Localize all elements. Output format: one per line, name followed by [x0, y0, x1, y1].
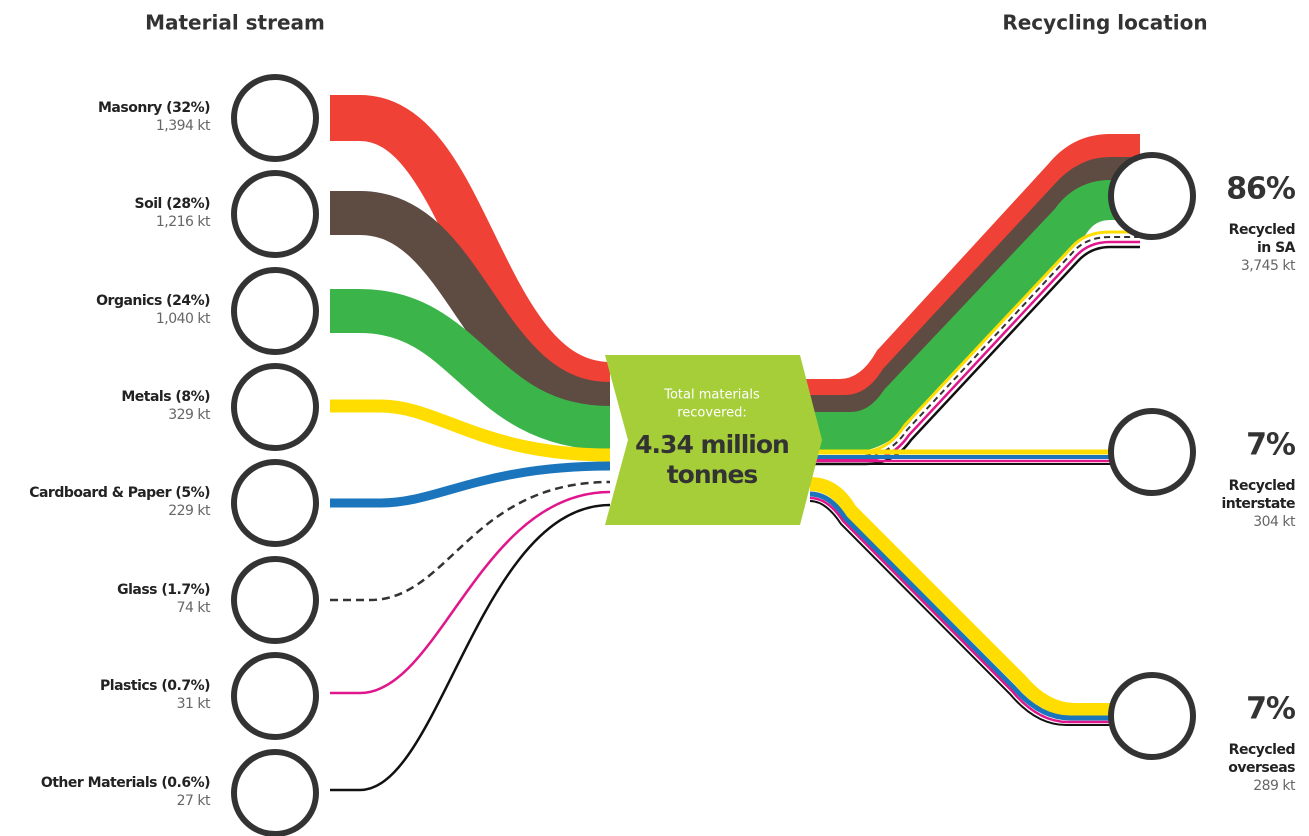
source-icon [231, 652, 319, 740]
center-line4: tonnes [667, 460, 758, 489]
flow-glass [330, 480, 611, 602]
flow-organics [330, 289, 611, 450]
center-line1: Total materials [663, 388, 760, 403]
destination-line2: interstate [1221, 496, 1295, 512]
center-line2: recovered: [677, 406, 747, 421]
source-amount: 329 kt [168, 407, 211, 423]
destination-amount: 289 kt [1253, 778, 1296, 794]
flow-sa-masonry [800, 134, 1140, 411]
destination-line1: Recycled [1229, 478, 1295, 494]
source-label: Soil (28%) [135, 196, 211, 212]
source-amount: 74 kt [177, 600, 211, 616]
flow-other [330, 503, 611, 792]
source-label: Plastics (0.7%) [100, 678, 210, 694]
destination-amount: 3,745 kt [1241, 258, 1296, 274]
destination-percent: 86% [1226, 172, 1296, 207]
destination-amount: 304 kt [1253, 514, 1296, 530]
destination-line1: Recycled [1229, 222, 1295, 238]
destination-percent: 7% [1246, 692, 1296, 727]
source-label: Organics (24%) [96, 293, 210, 309]
source-amount: 1,216 kt [156, 214, 211, 230]
destination-percent: 7% [1246, 428, 1296, 463]
source-icon [231, 74, 319, 162]
flow-cardboard [330, 461, 611, 508]
source-icon [231, 459, 319, 547]
flow-metals [330, 399, 611, 462]
source-amount: 1,040 kt [156, 311, 211, 327]
destination-icon [1108, 672, 1196, 760]
flow-sa-soil [800, 157, 1140, 425]
left-header: Material stream [145, 11, 325, 35]
source-amount: 229 kt [168, 503, 211, 519]
source-amount: 31 kt [177, 696, 211, 712]
flow-sa-other [815, 245, 1140, 466]
flow-soil [330, 191, 612, 426]
center-box [605, 355, 822, 525]
source-icon [231, 749, 319, 836]
center-line3: 4.34 million [635, 430, 789, 459]
source-label: Metals (8%) [121, 389, 210, 405]
destination-line2: in SA [1257, 240, 1296, 256]
flow-os-other [809, 500, 1110, 726]
destination-icon [1108, 152, 1196, 240]
flow-sa-glass [815, 236, 1140, 457]
source-amount: 1,394 kt [156, 118, 211, 134]
flow-sa-organics [800, 180, 1140, 452]
right-header: Recycling location [1002, 11, 1207, 35]
source-icon [231, 363, 319, 451]
destination-line2: overseas [1228, 760, 1295, 776]
destination-icon [1108, 408, 1196, 496]
source-icon [231, 556, 319, 644]
source-label: Other Materials (0.6%) [41, 775, 210, 791]
source-label: Masonry (32%) [98, 100, 210, 116]
flow-plastics [330, 490, 611, 695]
source-icon [231, 267, 319, 355]
flow-os-cardboard [809, 491, 1110, 721]
source-label: Cardboard & Paper (5%) [29, 485, 210, 501]
flow-os-plastics [809, 496, 1110, 724]
flows [330, 95, 1140, 792]
source-icon [231, 170, 319, 258]
source-label: Glass (1.7%) [117, 582, 210, 598]
flow-os-metals [809, 477, 1110, 717]
source-amount: 27 kt [177, 793, 211, 809]
destination-line1: Recycled [1229, 742, 1295, 758]
